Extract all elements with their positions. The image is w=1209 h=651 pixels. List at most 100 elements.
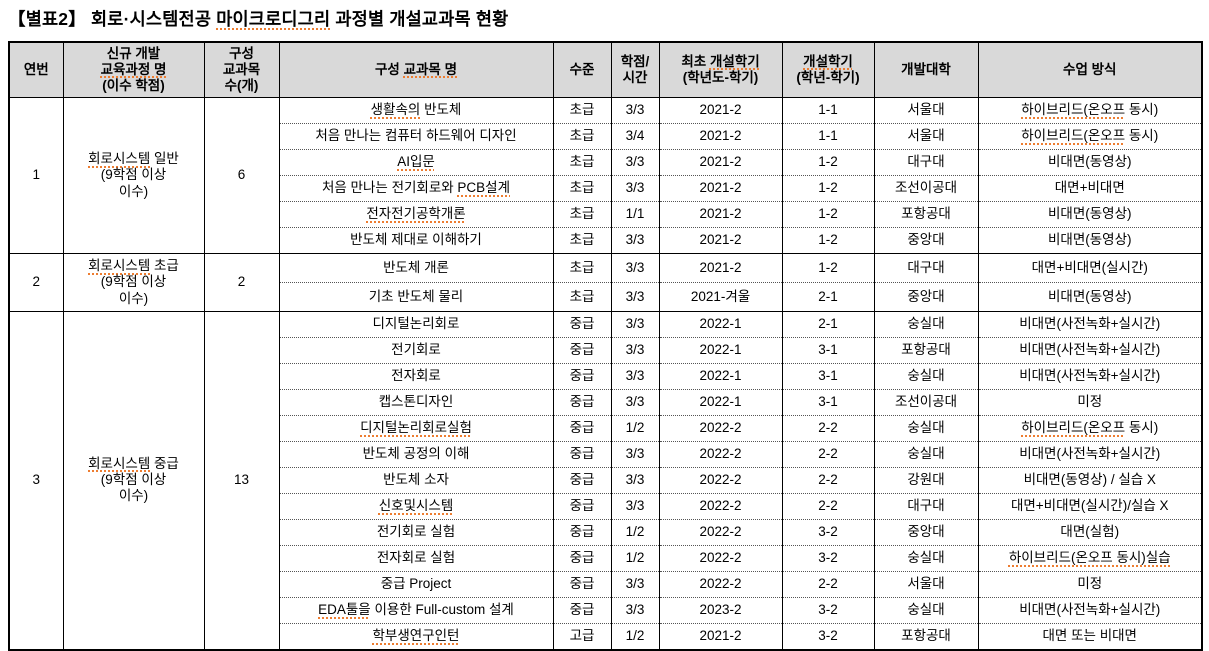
course-name-cell: 전자전기공학개론 [278,201,554,228]
page-title: 【별표2】 회로·시스템전공 마이크로디그리 과정별 개설교과목 현황 [8,6,1209,31]
spellcheck-marked-text: 회로시스템 [88,151,151,167]
university-cell: 서울대 [873,571,979,598]
course-name-cell: 캡스톤디자인 [278,389,554,416]
first-term-cell: 2022-1 [658,363,783,390]
term-cell: 3-2 [781,545,875,572]
university-cell: 서울대 [873,97,979,124]
col-header-program: 신규 개발 교육과정 명 (이수 학점) [62,42,205,98]
plain-text: (이수 학점) [102,78,165,94]
credit-hours-cell: 1/2 [610,545,660,572]
term-cell: 1-2 [781,201,875,228]
level-cell: 초급 [552,97,612,124]
col-header-course-name: 구성 교과목 명 [278,42,554,98]
term-cell: 2-2 [781,571,875,598]
method-cell: 하이브리드(온오프 동시) [977,97,1203,124]
spellcheck-marked-text: 생활속의 [370,102,421,118]
first-term-cell: 2022-2 [658,415,783,442]
university-cell: 숭실대 [873,311,979,338]
term-cell: 3-1 [781,337,875,364]
plain-text: 중급 (9학점 이상 이수) [100,455,179,504]
level-cell: 중급 [552,337,612,364]
credit-hours-cell: 3/3 [610,97,660,124]
first-term-cell: 2021-2 [658,97,783,124]
spellcheck-marked-text: 마이크로디그리 [216,9,331,29]
level-cell: 중급 [552,415,612,442]
course-name-cell: 신호및시스템 [278,493,554,520]
course-name-cell: 전자회로 실험 [278,545,554,572]
credit-hours-cell: 3/3 [610,337,660,364]
level-cell: 중급 [552,519,612,546]
col-header-credit-hours: 학점/ 시간 [610,42,660,98]
table-row: AI입문 초급 3/3 2021-2 1-2 대구대 비대면(동영상) [9,149,1203,176]
course-name-cell: 학부생연구인턴 [278,623,554,650]
table-row: 중급 Project 중급 3/3 2022-2 2-2 서울대 미정 [9,571,1203,598]
method-cell: 비대면(동영상) [977,227,1203,254]
term-cell: 3-1 [781,363,875,390]
method-cell: 하이브리드(온오프 동시)실습 [977,545,1203,572]
count-cell: 6 [203,97,280,254]
table-row: 전자회로 실험 중급 1/2 2022-2 3-2 숭실대 하이브리드(온오프 동시)실습 [9,545,1203,572]
first-term-cell: 2021-2 [658,175,783,202]
university-cell: 조선이공대 [873,389,979,416]
first-term-cell: 2022-2 [658,493,783,520]
first-term-cell: 2021-2 [658,227,783,254]
credit-hours-cell: 3/3 [610,253,660,283]
term-cell: 1-2 [781,149,875,176]
first-term-cell: 2022-1 [658,311,783,338]
spellcheck-marked-text: 개설학기 [803,53,853,69]
first-term-cell: 2022-2 [658,467,783,494]
col-header-seq: 연번 [8,42,64,98]
university-cell: 조선이공대 [873,175,979,202]
method-cell: 대면+비대면(실시간)/실습 X [977,493,1203,520]
level-cell: 중급 [552,467,612,494]
course-name-cell: 반도체 제대로 이해하기 [278,227,554,254]
table-row: 처음 만나는 컴퓨터 하드웨어 디자인 초급 3/4 2021-2 1-1 서울대 하이브리… [9,123,1203,150]
plain-text: 동시) [1125,420,1159,436]
table-row: 반도체 제대로 이해하기 초급 3/3 2021-2 1-2 중앙대 비대면(동영상) [9,227,1203,254]
university-cell: 숭실대 [873,363,979,390]
university-cell: 중앙대 [873,227,979,254]
col-header-first-term: 최초 개설학기 (학년도-학기) [658,42,783,98]
credit-hours-cell: 3/4 [610,123,660,150]
credit-hours-cell: 3/3 [610,149,660,176]
table-row: 반도체 소자 중급 3/3 2022-2 2-2 강원대 비대면(동영상) / 실습 X [9,467,1203,494]
course-name-cell: 반도체 소자 [278,467,554,494]
method-cell: 미정 [977,571,1203,598]
table-row: 전기회로 중급 3/3 2022-1 3-1 포항공대 비대면(사전녹화+실시간) [9,337,1203,364]
course-name-cell: 디지털논리회로 [278,311,554,338]
term-cell: 1-1 [781,123,875,150]
first-term-cell: 2022-2 [658,571,783,598]
credit-hours-cell: 3/3 [610,227,660,254]
credit-hours-cell: 3/3 [610,467,660,494]
spellcheck-marked-text: EDA툴을 [318,602,371,618]
first-term-cell: 2022-2 [658,545,783,572]
credit-hours-cell: 1/2 [610,415,660,442]
credit-hours-cell: 3/3 [610,311,660,338]
term-cell: 3-2 [781,623,875,650]
term-cell: 3-1 [781,389,875,416]
table-row: 디지털논리회로실험 중급 1/2 2022-2 2-2 숭실대 하이브리드(온오프 동시) [9,415,1203,442]
university-cell: 대구대 [873,149,979,176]
spellcheck-marked-text: 회로시스템 [88,455,151,471]
method-cell: 대면+비대면 [977,175,1203,202]
plain-text: 동시) [1125,102,1159,118]
term-cell: 3-2 [781,597,875,624]
spellcheck-marked-text: 신호및시스템 [378,498,454,514]
course-name-cell: 전기회로 [278,337,554,364]
course-name-cell: 디지털논리회로실험 [278,415,554,442]
program-cell: 회로시스템 초급 (9학점 이상 이수) [62,253,205,312]
table-row: 전자회로 중급 3/3 2022-1 3-1 숭실대 비대면(사전녹화+실시간) [9,363,1203,390]
table-row: 캡스톤디자인 중급 3/3 2022-1 3-1 조선이공대 미정 [9,389,1203,416]
credit-hours-cell: 3/3 [610,175,660,202]
table-row: 기초 반도체 물리 초급 3/3 2021-겨울 2-1 중앙대 비대면(동영상) [9,282,1203,312]
spellcheck-marked-text: 회로시스템 [88,258,151,274]
plain-text: 일반 (9학점 이상 이수) [100,151,179,199]
university-cell: 포항공대 [873,623,979,650]
course-name-cell: 중급 Project [278,571,554,598]
level-cell: 중급 [552,493,612,520]
table-row: 처음 만나는 전기회로와 PCB설계 초급 3/3 2021-2 1-2 조선이공대 대면+… [9,175,1203,202]
table-body: 1 회로시스템 일반 (9학점 이상 이수) 6 생활속의 반도체 초급 3/3 2021-… [8,97,1203,650]
level-cell: 고급 [552,623,612,650]
first-term-cell: 2021-겨울 [658,282,783,312]
col-header-term: 개설학기 (학년-학기) [781,42,875,98]
